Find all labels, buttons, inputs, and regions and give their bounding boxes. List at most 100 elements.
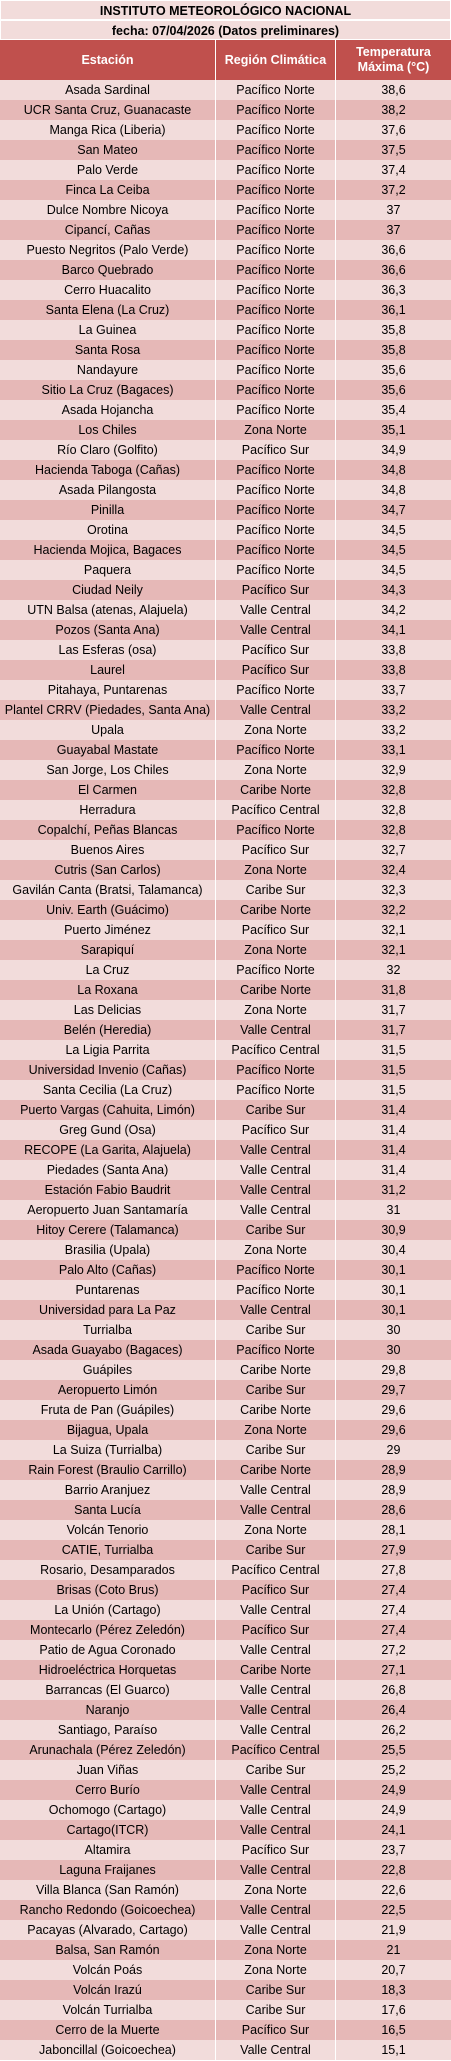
table-row: Volcán Turrialba Caribe Sur 17,6 <box>0 2000 451 2020</box>
table-row: Cerro Burío Valle Central 24,9 <box>0 1780 451 1800</box>
region-cell: Pacífico Norte <box>216 400 336 420</box>
table-row: Cipancí, Cañas Pacífico Norte 37 <box>0 220 451 240</box>
region-cell: Caribe Sur <box>216 1540 336 1560</box>
station-cell: Aeropuerto Limón <box>0 1380 216 1400</box>
region-cell: Caribe Sur <box>216 1980 336 2000</box>
temp-cell: 32,1 <box>381 923 406 937</box>
station-cell: Orotina <box>0 520 216 540</box>
region-cell: Pacífico Norte <box>216 160 336 180</box>
table-row: Laguna Fraijanes Valle Central 22,8 <box>0 1860 451 1880</box>
temp-cell: 27,2 <box>381 1643 406 1657</box>
station-cell: Santa Rosa <box>0 340 216 360</box>
temp-cell: 34,5 <box>381 563 406 577</box>
temp-cell: 31,5 <box>381 1063 406 1077</box>
region-cell: Pacífico Sur <box>216 1840 336 1860</box>
station-cell: Pacayas (Alvarado, Cartago) <box>0 1920 216 1940</box>
table-row: Hacienda Taboga (Cañas) Pacífico Norte 34,… <box>0 460 451 480</box>
region-cell: Pacífico Norte <box>216 200 336 220</box>
temp-cell: 24,1 <box>381 1823 406 1837</box>
station-cell: Ciudad Neily <box>0 580 216 600</box>
region-cell: Pacífico Norte <box>216 1060 336 1080</box>
region-cell: Valle Central <box>216 600 336 620</box>
region-cell: Caribe Norte <box>216 1400 336 1420</box>
region-cell: Valle Central <box>216 1800 336 1820</box>
table-row: Upala Zona Norte 33,2 <box>0 720 451 740</box>
temp-cell: 33,2 <box>381 703 406 717</box>
region-cell: Pacífico Norte <box>216 1340 336 1360</box>
region-cell: Pacífico Sur <box>216 440 336 460</box>
region-cell: Pacífico Sur <box>216 1120 336 1140</box>
temp-cell: 36,6 <box>381 263 406 277</box>
region-cell: Pacífico Sur <box>216 1620 336 1640</box>
station-cell: Rancho Redondo (Goicoechea) <box>0 1900 216 1920</box>
table-row: La Guinea Pacífico Norte 35,8 <box>0 320 451 340</box>
temp-cell: 37 <box>386 223 401 237</box>
station-cell: Pinilla <box>0 500 216 520</box>
table-row: Volcán Poás Zona Norte 20,7 <box>0 1960 451 1980</box>
station-cell: Patio de Agua Coronado <box>0 1640 216 1660</box>
station-cell: Puerto Jiménez <box>0 920 216 940</box>
temp-cell: 38,6 <box>381 83 406 97</box>
temp-cell: 18,3 <box>381 1983 406 1997</box>
region-cell: Caribe Sur <box>216 1760 336 1780</box>
station-cell: La Roxana <box>0 980 216 1000</box>
station-cell: Asada Sardinal <box>0 80 216 100</box>
region-cell: Zona Norte <box>216 1520 336 1540</box>
table-row: Universidad para La Paz Valle Central 30,1 <box>0 1300 451 1320</box>
table-row: Puntarenas Pacífico Norte 30,1 <box>0 1280 451 1300</box>
temp-cell: 33,7 <box>381 683 406 697</box>
station-cell: Ochomogo (Cartago) <box>0 1800 216 1820</box>
region-cell: Zona Norte <box>216 1880 336 1900</box>
temp-cell: 16,5 <box>381 2023 406 2037</box>
region-cell: Zona Norte <box>216 420 336 440</box>
region-cell: Pacífico Sur <box>216 1580 336 1600</box>
region-cell: Pacífico Sur <box>216 660 336 680</box>
temp-cell: 37 <box>386 203 401 217</box>
region-cell: Pacífico Central <box>216 1560 336 1580</box>
region-cell: Zona Norte <box>216 1240 336 1260</box>
table-row: Cartago(ITCR) Valle Central 24,1 <box>0 1820 451 1840</box>
table-row: Aeropuerto Juan Santamaría Valle Central 3… <box>0 1200 451 1220</box>
table-row: Asada Sardinal Pacífico Norte 38,6 <box>0 80 451 100</box>
table-row: Belén (Heredia) Valle Central 31,7 <box>0 1020 451 1040</box>
region-cell: Zona Norte <box>216 720 336 740</box>
table-row: Gavilán Canta (Bratsi, Talamanca) Caribe … <box>0 880 451 900</box>
temp-cell: 23,7 <box>381 1843 406 1857</box>
station-cell: Asada Hojancha <box>0 400 216 420</box>
region-cell: Pacífico Norte <box>216 300 336 320</box>
report-title: INSTITUTO METEOROLÓGICO NACIONAL <box>0 0 451 20</box>
station-cell: Villa Blanca (San Ramón) <box>0 1880 216 1900</box>
table-row: Bijagua, Upala Zona Norte 29,6 <box>0 1420 451 1440</box>
station-cell: Las Esferas (osa) <box>0 640 216 660</box>
station-cell: Puesto Negritos (Palo Verde) <box>0 240 216 260</box>
table-row: Rancho Redondo (Goicoechea) Valle Central… <box>0 1900 451 1920</box>
temp-cell: 37,6 <box>381 123 406 137</box>
station-cell: Barrancas (El Guarco) <box>0 1680 216 1700</box>
station-cell: Guápiles <box>0 1360 216 1380</box>
station-cell: Belén (Heredia) <box>0 1020 216 1040</box>
station-cell: Palo Verde <box>0 160 216 180</box>
temp-cell: 31,2 <box>381 1183 406 1197</box>
table-row: Buenos Aires Pacífico Sur 32,7 <box>0 840 451 860</box>
region-cell: Valle Central <box>216 1600 336 1620</box>
station-cell: Altamira <box>0 1840 216 1860</box>
temp-cell: 36,6 <box>381 243 406 257</box>
station-cell: Juan Viñas <box>0 1760 216 1780</box>
table-row: Barrancas (El Guarco) Valle Central 26,8 <box>0 1680 451 1700</box>
table-row: Los Chiles Zona Norte 35,1 <box>0 420 451 440</box>
station-cell: Barrio Aranjuez <box>0 1480 216 1500</box>
table-row: Hidroeléctrica Horquetas Caribe Norte 27,1 <box>0 1660 451 1680</box>
region-cell: Valle Central <box>216 1020 336 1040</box>
station-cell: Paquera <box>0 560 216 580</box>
table-row: Barrio Aranjuez Valle Central 28,9 <box>0 1480 451 1500</box>
table-body: Asada Sardinal Pacífico Norte 38,6 UCR Sant… <box>0 80 451 2060</box>
temp-cell: 27,4 <box>381 1603 406 1617</box>
temp-cell: 32,8 <box>381 803 406 817</box>
station-cell: Santa Elena (La Cruz) <box>0 300 216 320</box>
temp-cell: 31,8 <box>381 983 406 997</box>
temp-cell: 34,2 <box>381 603 406 617</box>
temp-cell: 30,9 <box>381 1223 406 1237</box>
table-row: Volcán Tenorio Zona Norte 28,1 <box>0 1520 451 1540</box>
region-cell: Pacífico Central <box>216 800 336 820</box>
